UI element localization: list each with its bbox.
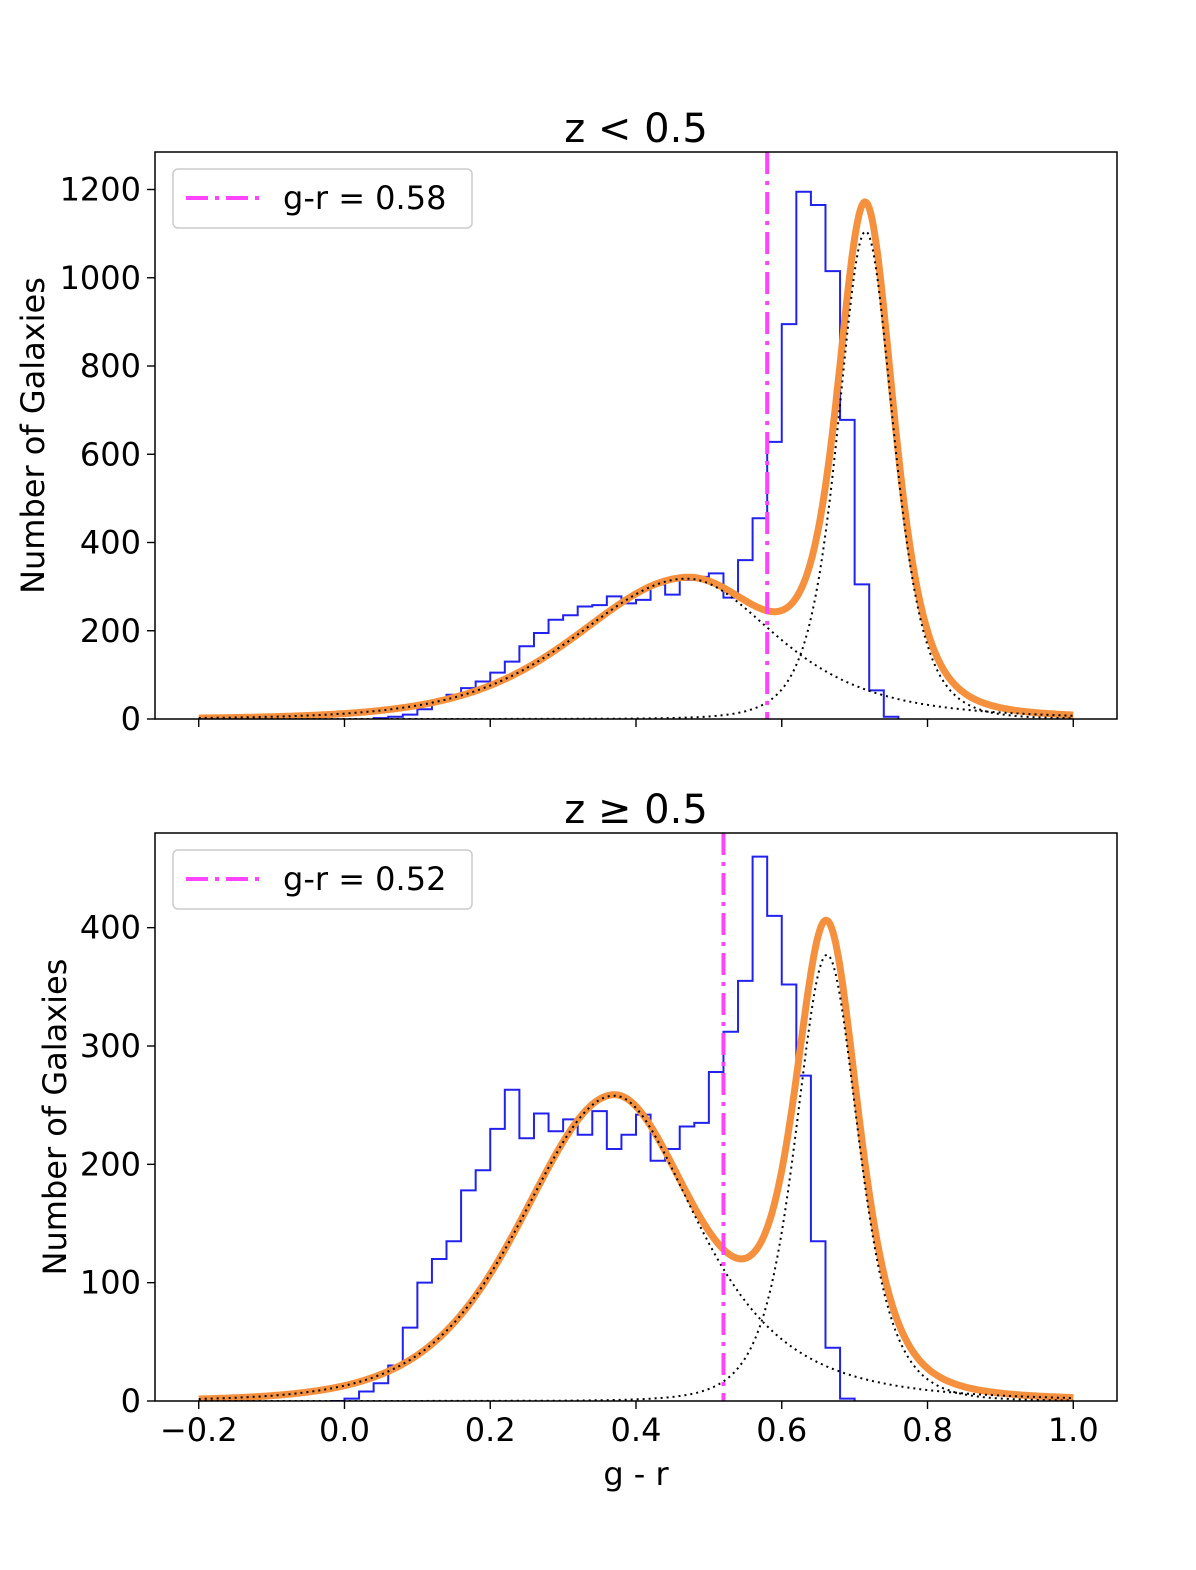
x-tick-label: 0.0: [319, 1411, 370, 1449]
x-axis-label: g - r: [603, 1455, 669, 1493]
plot-frame: [154, 151, 1118, 720]
plot-area: [196, 152, 1076, 719]
component-curve-2: [198, 953, 1074, 1401]
x-tick-label: 0.8: [902, 1411, 953, 1449]
legend-box: [172, 849, 473, 910]
legend: g-r = 0.58: [172, 168, 473, 229]
x-tick-label: 0.4: [611, 1411, 662, 1449]
total-fit-curve: [196, 198, 1076, 719]
histogram-step: [372, 190, 900, 719]
x-tick-label: 0.2: [465, 1411, 516, 1449]
legend-label: g-r = 0.58: [283, 179, 446, 217]
y-tick-label: 400: [80, 909, 141, 947]
component-curve-1: [198, 577, 1074, 719]
plot-area: [196, 833, 1076, 1401]
y-axis-label: Number of Galaxies: [14, 277, 52, 594]
plot-frame: [154, 832, 1118, 1402]
y-tick-label: 400: [80, 524, 141, 562]
y-tick-label: 300: [80, 1027, 141, 1065]
y-tick-label: 200: [80, 612, 141, 650]
y-tick-label: 800: [80, 347, 141, 385]
legend-box: [172, 168, 473, 229]
y-tick-label: 1000: [60, 259, 141, 297]
chart-panel-2: z ≥ 0.5 Number of Galaxies g - r 0 100 200 300…: [36, 787, 1118, 1493]
x-tick-label: −0.2: [160, 1411, 238, 1449]
chart-panel-1: z < 0.5 Number of Galaxies 0 200 400 600 800 10…: [14, 106, 1118, 738]
y-tick-label: 600: [80, 435, 141, 473]
total-fit-curve: [196, 916, 1076, 1401]
y-axis-label: Number of Galaxies: [36, 959, 74, 1276]
histogram-step: [329, 855, 856, 1401]
legend: g-r = 0.52: [172, 849, 473, 910]
y-tick-label: 0: [121, 1382, 141, 1420]
y-tick-label: 1200: [60, 171, 141, 209]
chart-title: z < 0.5: [564, 106, 708, 152]
chart-title: z ≥ 0.5: [564, 787, 708, 833]
x-tick-label: 1.0: [1048, 1411, 1099, 1449]
x-tick-label: 0.6: [756, 1411, 807, 1449]
y-tick-label: 200: [80, 1145, 141, 1183]
component-curve-1: [198, 1094, 1074, 1400]
y-tick-label: 100: [80, 1264, 141, 1302]
y-tick-label: 0: [121, 700, 141, 738]
component-curve-2: [198, 230, 1074, 719]
legend-label: g-r = 0.52: [283, 860, 446, 898]
